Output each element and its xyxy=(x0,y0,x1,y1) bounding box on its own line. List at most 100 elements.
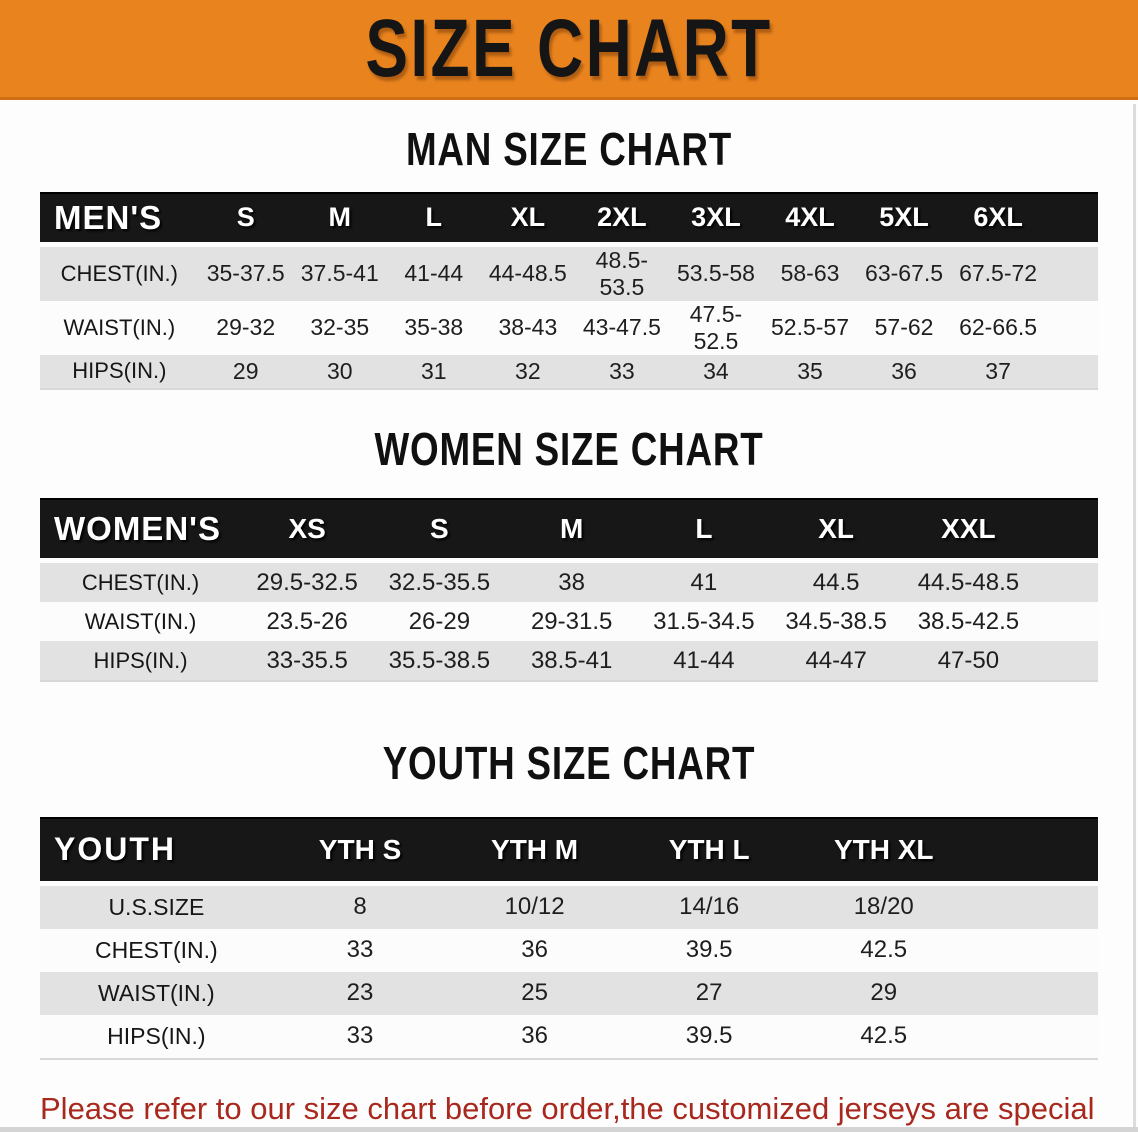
size-column-header: XS xyxy=(241,498,374,564)
spacer-cell xyxy=(1034,560,1098,603)
size-value-cell: 23 xyxy=(272,971,448,1015)
size-value-cell: 32-35 xyxy=(292,300,387,355)
size-value-cell: 27 xyxy=(621,971,797,1015)
row-label: U.S.SIZE xyxy=(40,883,273,929)
size-header-row: MEN'S S M L XL 2XL 3XL 4XL 5XL 6XL xyxy=(40,191,1098,247)
row-label: CHEST(IN.) xyxy=(40,244,199,301)
row-label: CHEST(IN.) xyxy=(40,928,273,972)
size-value-cell: 29-32 xyxy=(198,300,293,355)
row-label: HIPS(IN.) xyxy=(40,354,199,390)
size-value-cell: 48.5-53.5 xyxy=(574,244,669,301)
section-youth: YOUTH SIZE CHART YOUTH YTH S YTH M YTH L YTH… xyxy=(0,738,1138,1060)
size-value-cell: 32 xyxy=(480,354,575,390)
spacer-cell xyxy=(971,928,1098,972)
size-value-cell: 53.5-58 xyxy=(668,244,763,301)
measurement-row: WAIST(IN.) 23.5-26 26-29 29-31.5 31.5-34.5 34… xyxy=(40,602,1098,642)
size-value-cell: 37.5-41 xyxy=(292,244,387,301)
size-value-cell: 32.5-35.5 xyxy=(373,560,506,603)
size-column-header: XL xyxy=(770,498,903,564)
size-value-cell: 44-47 xyxy=(770,641,903,683)
size-value-cell: 29-31.5 xyxy=(505,602,638,642)
size-value-cell: 44.5-48.5 xyxy=(902,560,1035,603)
size-value-cell: 41 xyxy=(637,560,771,603)
row-label: HIPS(IN.) xyxy=(40,641,242,683)
size-value-cell: 34.5-38.5 xyxy=(770,602,903,642)
size-column-header: 3XL xyxy=(668,191,763,247)
size-value-cell: 35-37.5 xyxy=(198,244,293,301)
spacer-cell xyxy=(1045,191,1098,247)
table-title-cell: MEN'S xyxy=(40,191,199,247)
size-value-cell: 33-35.5 xyxy=(241,641,374,683)
size-value-cell: 18/20 xyxy=(796,883,972,929)
men-size-table: MEN'S S M L XL 2XL 3XL 4XL 5XL 6XL CHEST(IN.) 35-37… xyxy=(40,191,1098,390)
size-value-cell: 41-44 xyxy=(386,244,481,301)
size-column-header: M xyxy=(292,191,387,247)
measurement-row: WAIST(IN.) 23 25 27 29 xyxy=(40,971,1098,1015)
size-value-cell: 47-50 xyxy=(902,641,1035,683)
size-value-cell: 41-44 xyxy=(637,641,771,683)
youth-section-heading: YOUTH SIZE CHART xyxy=(382,737,756,790)
women-section-heading: WOMEN SIZE CHART xyxy=(374,422,764,475)
size-value-cell: 36 xyxy=(447,928,622,972)
size-value-cell: 38 xyxy=(505,560,638,603)
size-value-cell: 44-48.5 xyxy=(480,244,575,301)
size-value-cell: 36 xyxy=(857,354,952,390)
size-value-cell: 42.5 xyxy=(796,1014,972,1060)
size-header-row: YOUTH YTH S YTH M YTH L YTH XL xyxy=(40,816,1098,886)
size-value-cell: 23.5-26 xyxy=(241,602,374,642)
measurement-row: CHEST(IN.) 29.5-32.5 32.5-35.5 38 41 44.5 44.5… xyxy=(40,560,1098,603)
size-column-header: S xyxy=(198,191,293,247)
spacer-cell xyxy=(1034,602,1098,642)
size-column-header: 2XL xyxy=(574,191,669,247)
row-label: HIPS(IN.) xyxy=(40,1014,273,1060)
size-column-header: YTH M xyxy=(447,816,622,886)
size-value-cell: 57-62 xyxy=(857,300,952,355)
size-value-cell: 63-67.5 xyxy=(857,244,952,301)
size-value-cell: 14/16 xyxy=(621,883,797,929)
size-value-cell: 38.5-42.5 xyxy=(902,602,1035,642)
measurement-row: CHEST(IN.) 33 36 39.5 42.5 xyxy=(40,928,1098,972)
size-value-cell: 43-47.5 xyxy=(574,300,669,355)
size-column-header: M xyxy=(505,498,638,564)
banner: SIZE CHART xyxy=(0,0,1138,100)
spacer-cell xyxy=(1034,641,1098,683)
page-title: SIZE CHART xyxy=(365,2,773,94)
section-men: MAN SIZE CHART MEN'S S M L XL 2XL 3XL 4XL 5XL 6XL… xyxy=(0,124,1138,390)
size-value-cell: 10/12 xyxy=(447,883,622,929)
size-value-cell: 33 xyxy=(574,354,669,390)
measurement-row: HIPS(IN.) 33-35.5 35.5-38.5 38.5-41 41-44 44-… xyxy=(40,641,1098,683)
right-edge-line xyxy=(1133,104,1136,1132)
size-value-cell: 47.5-52.5 xyxy=(668,300,763,355)
spacer-cell xyxy=(1045,244,1098,301)
size-column-header: XXL xyxy=(902,498,1035,564)
size-value-cell: 38.5-41 xyxy=(505,641,638,683)
spacer-cell xyxy=(1034,498,1098,564)
size-value-cell: 58-63 xyxy=(762,244,858,301)
row-label: WAIST(IN.) xyxy=(40,971,273,1015)
size-value-cell: 52.5-57 xyxy=(762,300,858,355)
size-value-cell: 39.5 xyxy=(621,928,797,972)
size-column-header: S xyxy=(373,498,506,564)
spacer-cell xyxy=(971,816,1098,886)
size-header-row: WOMEN'S XS S M L XL XXL xyxy=(40,498,1098,564)
measurement-row: WAIST(IN.) 29-32 32-35 35-38 38-43 43-47.5 47.… xyxy=(40,300,1098,355)
size-column-header: 5XL xyxy=(857,191,952,247)
size-column-header: YTH L xyxy=(621,816,797,886)
size-value-cell: 42.5 xyxy=(796,928,972,972)
table-title-cell: WOMEN'S xyxy=(40,498,242,564)
measurement-row: HIPS(IN.) 33 36 39.5 42.5 xyxy=(40,1014,1098,1060)
size-value-cell: 37 xyxy=(951,354,1046,390)
size-column-header: YTH S xyxy=(272,816,448,886)
row-label: WAIST(IN.) xyxy=(40,602,242,642)
measurement-row: U.S.SIZE 8 10/12 14/16 18/20 xyxy=(40,883,1098,929)
bottom-edge-line xyxy=(0,1127,1138,1132)
spacer-cell xyxy=(1045,300,1098,355)
size-value-cell: 33 xyxy=(272,1014,448,1060)
size-value-cell: 8 xyxy=(272,883,448,929)
order-notice: Please refer to our size chart before or… xyxy=(40,1088,1138,1132)
size-column-header: 6XL xyxy=(951,191,1046,247)
spacer-cell xyxy=(971,1014,1098,1060)
youth-size-table: YOUTH YTH S YTH M YTH L YTH XL U.S.SIZE 8 10/12… xyxy=(40,816,1098,1060)
section-women: WOMEN SIZE CHART WOMEN'S XS S M L XL XXL CHEST(… xyxy=(0,422,1138,683)
size-value-cell: 34 xyxy=(668,354,763,390)
